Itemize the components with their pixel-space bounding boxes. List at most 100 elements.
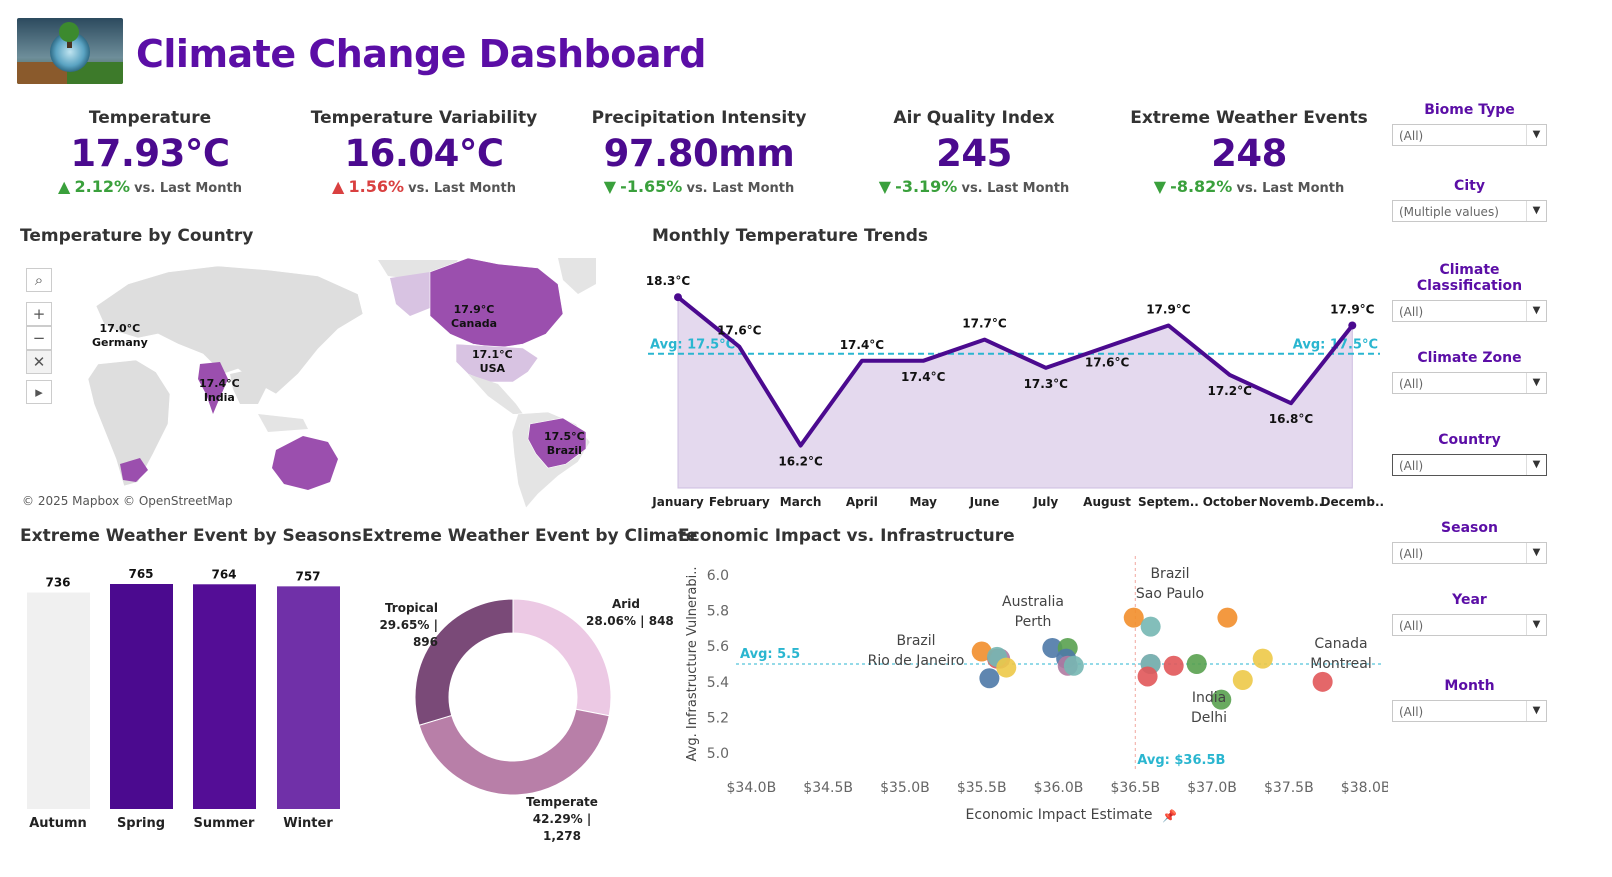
kpi-value: 16.04°C xyxy=(344,132,504,175)
x-tick-label: August xyxy=(1083,495,1131,509)
x-tick-label: Decemb.. xyxy=(1321,495,1385,509)
point-annotation: Sao Paulo xyxy=(1136,586,1204,602)
map-copyright: © 2025 Mapbox © OpenStreetMap xyxy=(22,494,233,508)
season-bar xyxy=(193,584,256,809)
climate-zone-dropdown[interactable]: (All) ▼ xyxy=(1392,372,1547,394)
y-tick-label: 5.8 xyxy=(707,604,729,620)
scatter-point xyxy=(1186,654,1207,674)
x-tick-label: $35.0B xyxy=(880,780,930,796)
x-tick-label: April xyxy=(846,495,878,509)
bar-category-label: Spring xyxy=(117,816,165,831)
bar-value-label: 765 xyxy=(128,567,153,581)
point-annotation: Brazil xyxy=(896,633,935,649)
chevron-down-icon[interactable]: ▼ xyxy=(1526,301,1546,321)
y-tick-label: 5.4 xyxy=(707,675,729,691)
climate-classification-dropdown[interactable]: (All) ▼ xyxy=(1392,300,1547,322)
x-tick-label: $38.0B xyxy=(1341,780,1388,796)
up-arrow-icon: ▲ xyxy=(332,177,345,196)
scatter-point xyxy=(1063,655,1084,676)
pin-unpin-icon[interactable]: ✕ xyxy=(26,350,52,374)
data-label: 16.2°C xyxy=(778,455,823,469)
map-title: Temperature by Country xyxy=(20,226,254,246)
kpi-value: 248 xyxy=(1211,132,1287,175)
scatter-point xyxy=(996,657,1017,678)
filter-season: Season (All) ▼ xyxy=(1392,520,1547,564)
chevron-down-icon[interactable]: ▼ xyxy=(1526,615,1546,635)
chevron-down-icon[interactable]: ▼ xyxy=(1526,701,1546,721)
x-tick-label: $34.0B xyxy=(727,780,777,796)
scatter-point xyxy=(1042,637,1063,658)
pin-icon: 📌 xyxy=(1162,808,1177,823)
map-label-usa: 17.1°C USA xyxy=(472,348,513,375)
filter-city: City (Multiple values) ▼ xyxy=(1392,178,1547,222)
kpi-label: Temperature xyxy=(88,108,212,128)
climate-donut-chart xyxy=(414,598,612,796)
monthly-temperature-chart: Avg: 17.5°C Avg: 17.5°C18.3°CJanuary17.6°… xyxy=(646,274,1385,509)
chevron-down-icon[interactable]: ▼ xyxy=(1526,373,1546,393)
bar-chart-title: Extreme Weather Event by Seasons xyxy=(20,526,362,546)
city-dropdown[interactable]: (Multiple values) ▼ xyxy=(1392,200,1547,222)
map-label-brazil: 17.5°C Brazil xyxy=(544,430,585,457)
year-dropdown[interactable]: (All) ▼ xyxy=(1392,614,1547,636)
data-point xyxy=(1348,321,1357,330)
biome-type-dropdown[interactable]: (All) ▼ xyxy=(1392,124,1547,146)
chevron-down-icon[interactable]: ▼ xyxy=(1526,125,1546,145)
average-label-left: Avg: 17.5°C xyxy=(650,338,735,353)
search-icon[interactable]: ⌕ xyxy=(26,268,52,292)
point-annotation: Australia xyxy=(1002,594,1064,610)
chevron-down-icon[interactable]: ▼ xyxy=(1526,543,1546,563)
x-tick-label: $34.5B xyxy=(803,780,853,796)
bar-value-label: 757 xyxy=(295,569,320,583)
kpi-delta: ▲ 1.56% vs. Last Month xyxy=(332,177,516,196)
chevron-down-icon[interactable]: ▼ xyxy=(1526,455,1546,475)
expand-arrow-icon[interactable]: ▸ xyxy=(26,380,52,404)
month-dropdown[interactable]: (All) ▼ xyxy=(1392,700,1547,722)
bar-value-label: 736 xyxy=(45,576,70,590)
filter-climate-classification: Climate Classification (All) ▼ xyxy=(1392,262,1547,322)
avg-x-label: Avg: $36.5B xyxy=(1137,753,1225,768)
scatter-point xyxy=(979,668,1000,689)
kpi-temperature: Temperature 17.93°C ▲ 2.12% vs. Last Mon… xyxy=(20,108,280,196)
point-annotation: Montreal xyxy=(1310,656,1372,672)
country-dropdown[interactable]: (All) ▼ xyxy=(1392,454,1547,476)
x-tick-label: January xyxy=(651,495,704,509)
bar-value-label: 764 xyxy=(211,567,236,581)
season-bar xyxy=(277,586,340,809)
data-label: 17.2°C xyxy=(1207,384,1252,398)
x-tick-label: $35.5B xyxy=(957,780,1007,796)
filter-country: Country (All) ▼ xyxy=(1392,432,1547,476)
world-map[interactable] xyxy=(18,254,598,512)
y-tick-label: 5.0 xyxy=(707,746,729,762)
scatter-point xyxy=(1163,655,1184,676)
zoom-in-icon[interactable]: + xyxy=(26,302,52,326)
temperature-line xyxy=(676,295,1354,448)
data-label: 17.4°C xyxy=(840,338,885,352)
kpi-value: 17.93°C xyxy=(70,132,230,175)
filter-climate-zone: Climate Zone (All) ▼ xyxy=(1392,350,1547,394)
x-tick-label: Septem.. xyxy=(1138,495,1199,509)
y-tick-label: 6.0 xyxy=(707,568,729,584)
chevron-down-icon[interactable]: ▼ xyxy=(1526,201,1546,221)
kpi-label: Temperature Variability xyxy=(310,108,538,128)
point-annotation: Canada xyxy=(1314,636,1367,652)
scatter-point xyxy=(1137,666,1158,687)
kpi-delta: ▲ 2.12% vs. Last Month xyxy=(58,177,242,196)
scatter-point xyxy=(1232,670,1253,691)
zoom-out-icon[interactable]: − xyxy=(26,326,52,350)
season-bar xyxy=(27,592,90,809)
point-annotation: India xyxy=(1192,690,1226,706)
donut-label-arid: Arid 28.06% | 848 xyxy=(586,597,674,628)
x-tick-label: June xyxy=(969,495,1000,509)
down-arrow-icon: ▼ xyxy=(603,177,617,196)
season-bar xyxy=(110,584,173,809)
dashboard-title: Climate Change Dashboard xyxy=(136,32,706,76)
kpi-precipitation-intensity: Precipitation Intensity 97.80mm ▼ -1.65%… xyxy=(569,108,829,196)
scatter-chart-title: Economic Impact vs. Infrastructure xyxy=(678,526,1015,546)
kpi-label: Air Quality Index xyxy=(893,108,1055,128)
kpi-extreme-weather-events: Extreme Weather Events 248 ▼ -8.82% vs. … xyxy=(1119,108,1379,196)
point-annotation: Delhi xyxy=(1191,710,1227,726)
economic-scatter-chart: 5.0 5.2 5.4 5.6 5.8 6.0 $34.0B $34.5B $35.0B $35.… xyxy=(685,556,1388,823)
filter-biome-type: Biome Type (All) ▼ xyxy=(1392,102,1547,146)
kpi-delta: ▼ -8.82% vs. Last Month xyxy=(1153,177,1345,196)
season-dropdown[interactable]: (All) ▼ xyxy=(1392,542,1547,564)
